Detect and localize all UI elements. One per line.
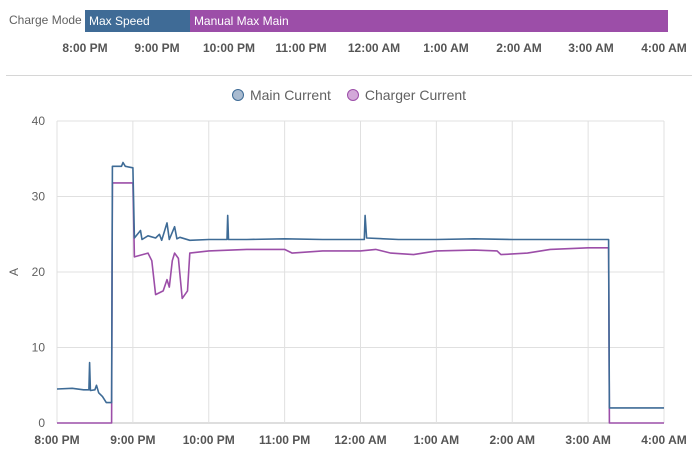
x-tick-label: 11:00 PM (259, 433, 310, 447)
y-tick-label: 20 (32, 265, 46, 279)
x-tick-label: 2:00 AM (489, 433, 535, 447)
legend-item-main-current[interactable]: Main Current (231, 87, 331, 103)
timeline-tick-label: 10:00 PM (202, 41, 256, 55)
x-tick-label: 10:00 PM (183, 433, 235, 447)
timeline-tick-label: 8:00 PM (62, 41, 108, 55)
legend-item-charger-current[interactable]: Charger Current (346, 87, 467, 103)
y-tick-label: 0 (38, 416, 45, 430)
timeline-segment[interactable]: Max Speed (85, 10, 190, 32)
timeline-segment[interactable]: Manual Max Main (189, 10, 668, 32)
chart-legend: Main Current Charger Current (0, 87, 698, 103)
timeline-tick-label: 11:00 PM (275, 41, 327, 55)
y-axis-label: A (7, 268, 21, 276)
legend-label-main-current: Main Current (249, 87, 331, 103)
chart-grid (56, 120, 665, 424)
series-line-main-current (56, 161, 664, 409)
x-tick-label: 9:00 PM (110, 433, 155, 447)
x-axis: 8:00 PM 9:00 PM 10:00 PM 11:00 PM 12:00 AM 1:… (34, 433, 686, 447)
charge-mode-label: Charge Mode (9, 13, 82, 27)
timeline-tick-label: 3:00 AM (568, 41, 614, 55)
y-tick-label: 40 (32, 114, 46, 128)
main-current-dot-icon (231, 89, 244, 101)
timeline-tick-label: 2:00 AM (496, 41, 542, 55)
x-tick-label: 3:00 AM (565, 433, 611, 447)
charger-current-dot-icon (346, 89, 359, 101)
timeline-tick-label: 9:00 PM (134, 41, 180, 55)
timeline-tick-label: 12:00 AM (347, 41, 401, 55)
timeline-tick-label: 1:00 AM (423, 41, 469, 55)
series-line-charger-current (57, 182, 664, 424)
x-tick-label: 4:00 AM (641, 433, 687, 447)
x-tick-label: 8:00 PM (34, 433, 79, 447)
x-tick-label: 12:00 AM (334, 433, 386, 447)
y-tick-label: 10 (32, 341, 46, 355)
y-tick-label: 30 (32, 190, 46, 204)
y-axis: 0 10 20 30 40 (32, 114, 46, 430)
legend-label-charger-current: Charger Current (364, 87, 467, 103)
charge-mode-timeline: Charge Mode Max Speed Manual Max Main 8:0… (0, 0, 698, 60)
timeline-tick-label: 4:00 AM (641, 41, 687, 55)
x-tick-label: 1:00 AM (414, 433, 460, 447)
divider (6, 75, 692, 76)
charge-mode-bar: Max Speed Manual Max Main (85, 10, 668, 32)
chart-series (56, 161, 664, 424)
